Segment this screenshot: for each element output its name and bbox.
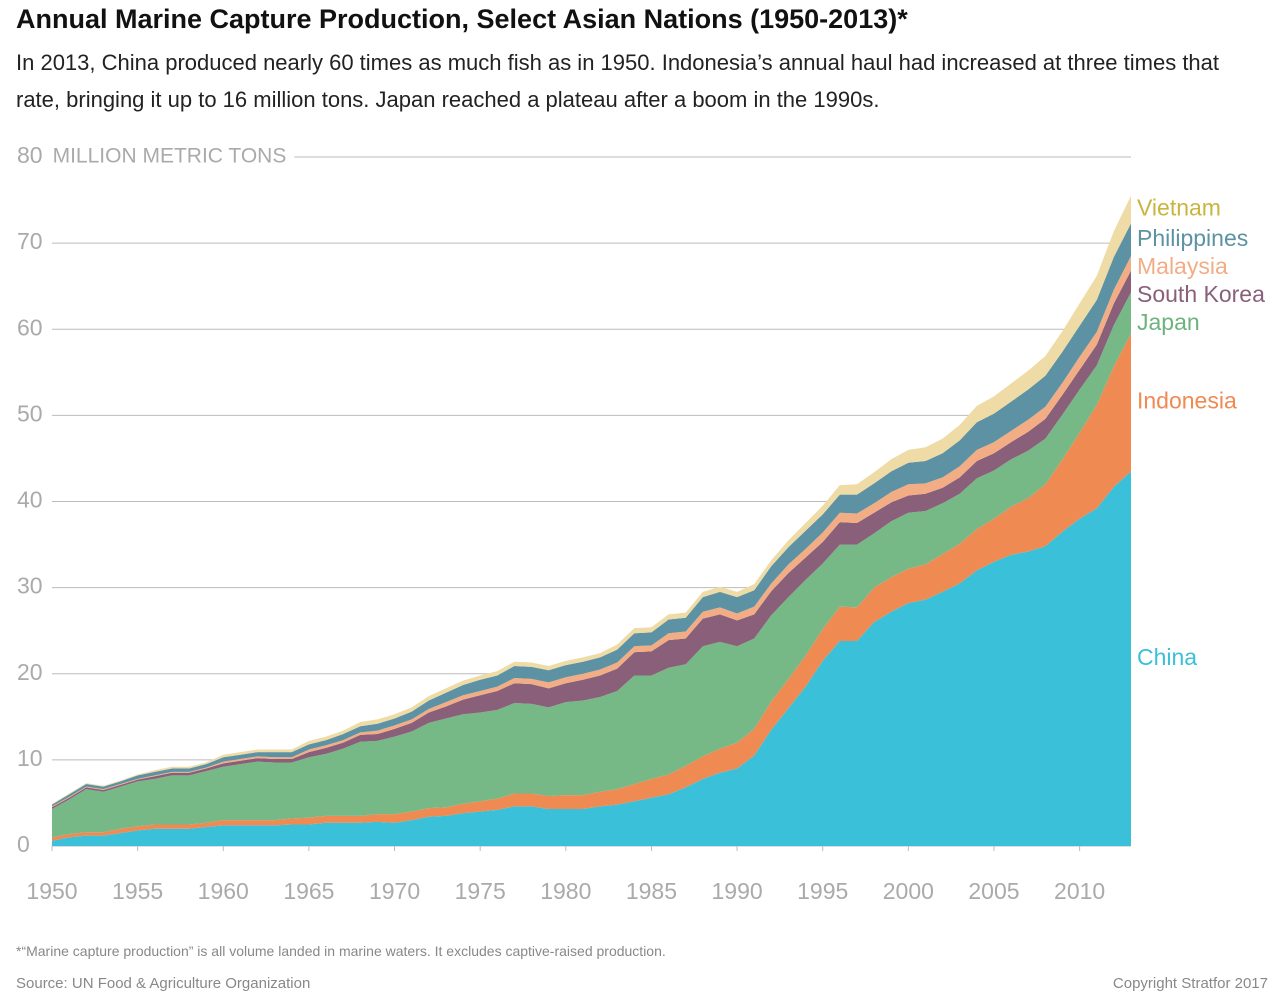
y-tick-label: 70 <box>17 228 43 254</box>
area <box>52 292 1131 838</box>
footnote: *“Marine capture production” is all volu… <box>16 943 666 959</box>
y-tick-label: 60 <box>17 314 43 340</box>
x-tick-label: 1950 <box>26 878 77 904</box>
layer <box>52 195 1131 846</box>
legend-label: Indonesia <box>1137 388 1237 414</box>
legend-label: Malaysia <box>1137 253 1228 279</box>
x-tick-label: 2000 <box>883 878 934 904</box>
x-tick-label: 1965 <box>283 878 334 904</box>
legend-label: Vietnam <box>1137 195 1221 221</box>
x-tick-label: 1970 <box>369 878 420 904</box>
y-tick-label: 80 <box>17 142 43 168</box>
x-tick-label: 1995 <box>797 878 848 904</box>
chart-title: Annual Marine Capture Production, Select… <box>16 4 908 34</box>
x-tick-label: 1975 <box>455 878 506 904</box>
x-tick-label: 1960 <box>198 878 249 904</box>
x-tick-label: 1990 <box>711 878 762 904</box>
x-tick-label: 2010 <box>1054 878 1105 904</box>
source: Source: UN Food & Agriculture Organizati… <box>16 975 311 992</box>
y-tick-label: 0 <box>17 831 30 857</box>
area <box>52 471 1131 846</box>
x-tick-label: 1955 <box>112 878 163 904</box>
x-tick-label: 2005 <box>968 878 1019 904</box>
y-tick-label: 30 <box>17 573 43 599</box>
y-axis-label: MILLION METRIC TONS <box>53 145 287 168</box>
y-tick-label: 10 <box>17 745 43 771</box>
layer: 0 10 20 30 40 50 60 70 80 MILLION METRIC TONS 1950… <box>17 142 1265 904</box>
legend-label: China <box>1137 644 1197 670</box>
legend-label: Philippines <box>1137 225 1248 251</box>
copyright: Copyright Stratfor 2017 <box>1112 975 1268 992</box>
x-tick-label: 1980 <box>540 878 591 904</box>
chart-subtitle: In 2013, China produced nearly 60 times … <box>16 50 1220 112</box>
legend-label: Japan <box>1137 309 1200 335</box>
y-tick-label: 40 <box>17 487 43 513</box>
legend-label: South Korea <box>1137 281 1265 307</box>
y-tick-label: 50 <box>17 400 43 426</box>
y-tick-label: 20 <box>17 659 43 685</box>
x-tick-label: 1985 <box>626 878 677 904</box>
area <box>52 333 1131 841</box>
